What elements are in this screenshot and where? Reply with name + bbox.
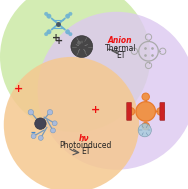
Text: +: + bbox=[55, 36, 63, 46]
Text: ET: ET bbox=[81, 147, 90, 156]
Circle shape bbox=[44, 12, 48, 15]
Circle shape bbox=[47, 30, 51, 34]
Circle shape bbox=[142, 122, 149, 130]
Circle shape bbox=[138, 124, 151, 137]
Circle shape bbox=[47, 110, 53, 115]
Text: Photoinduced: Photoinduced bbox=[59, 141, 112, 150]
Text: Anion: Anion bbox=[107, 36, 132, 45]
Circle shape bbox=[35, 118, 46, 129]
Circle shape bbox=[65, 14, 70, 18]
Circle shape bbox=[4, 57, 139, 189]
Circle shape bbox=[31, 134, 36, 139]
Circle shape bbox=[69, 33, 72, 36]
Text: Thermal: Thermal bbox=[105, 44, 137, 53]
Text: +: + bbox=[91, 105, 101, 115]
Circle shape bbox=[51, 128, 55, 133]
Text: +: + bbox=[52, 33, 61, 43]
Circle shape bbox=[0, 0, 150, 132]
Text: hν: hν bbox=[78, 134, 89, 143]
Circle shape bbox=[142, 93, 149, 101]
Circle shape bbox=[44, 33, 48, 36]
FancyBboxPatch shape bbox=[127, 102, 132, 120]
Circle shape bbox=[157, 108, 164, 115]
Circle shape bbox=[28, 110, 33, 115]
Text: ET: ET bbox=[117, 50, 126, 60]
Circle shape bbox=[38, 12, 188, 170]
Circle shape bbox=[127, 108, 135, 115]
Circle shape bbox=[136, 102, 155, 121]
Text: –: – bbox=[30, 128, 35, 138]
Circle shape bbox=[38, 136, 43, 140]
Circle shape bbox=[52, 121, 57, 126]
FancyBboxPatch shape bbox=[160, 102, 165, 120]
Circle shape bbox=[69, 12, 72, 15]
Text: +: + bbox=[14, 84, 24, 94]
Circle shape bbox=[65, 30, 70, 34]
Circle shape bbox=[77, 41, 81, 45]
Circle shape bbox=[47, 14, 51, 18]
Circle shape bbox=[71, 36, 93, 57]
